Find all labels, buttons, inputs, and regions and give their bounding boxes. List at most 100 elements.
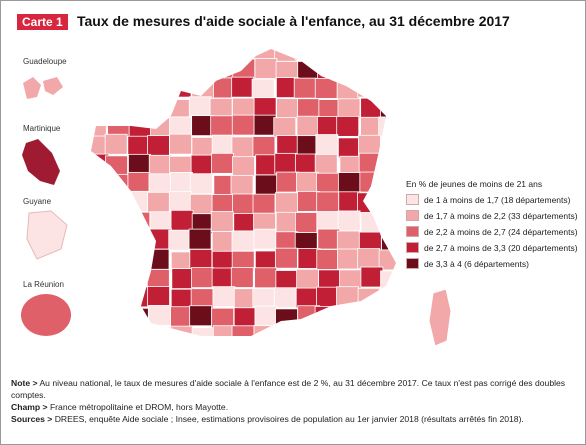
department xyxy=(231,230,255,252)
department xyxy=(315,134,339,155)
department xyxy=(104,133,128,155)
note-label: Champ > xyxy=(11,402,48,412)
department xyxy=(191,49,215,61)
department xyxy=(314,154,338,175)
department xyxy=(232,193,255,215)
department xyxy=(357,192,380,214)
department xyxy=(314,305,338,327)
badge: Carte 1 xyxy=(17,14,68,30)
department xyxy=(232,58,256,80)
department xyxy=(170,325,194,336)
department xyxy=(210,115,234,137)
department xyxy=(294,153,318,175)
department xyxy=(149,96,172,118)
department xyxy=(357,287,381,309)
department xyxy=(105,209,129,231)
legend-item: de 2,2 à moins de 2,7 (24 départements) xyxy=(406,226,578,237)
legend-title: En % de jeunes de moins de 21 ans xyxy=(406,179,543,189)
department xyxy=(296,115,320,137)
department xyxy=(381,136,396,157)
department xyxy=(167,49,191,62)
note-text: Au niveau national, le taux de mesures d… xyxy=(11,378,566,400)
department xyxy=(169,133,192,155)
department xyxy=(252,288,276,309)
map xyxy=(21,49,452,347)
department xyxy=(91,269,107,291)
martinique-shape xyxy=(22,139,60,185)
department xyxy=(129,78,152,100)
department xyxy=(125,307,149,329)
department xyxy=(107,97,131,119)
note-label: Note > xyxy=(11,378,38,388)
notes: Note > Au niveau national, le taux de me… xyxy=(11,377,577,425)
department xyxy=(377,78,396,100)
department xyxy=(231,325,255,336)
department xyxy=(91,211,107,233)
department xyxy=(378,61,396,83)
department xyxy=(296,268,320,290)
department xyxy=(128,116,152,138)
department xyxy=(147,191,170,213)
department xyxy=(315,324,339,336)
department xyxy=(359,171,383,193)
department xyxy=(336,49,360,61)
department xyxy=(316,116,340,137)
title: Taux de mesures d'aide sociale à l'enfan… xyxy=(77,13,510,29)
department xyxy=(337,137,361,159)
guadeloupe-shape xyxy=(23,77,63,99)
department xyxy=(316,191,340,213)
department xyxy=(337,248,360,270)
department xyxy=(253,325,277,336)
department xyxy=(336,308,360,329)
department xyxy=(297,98,321,120)
department xyxy=(360,212,384,233)
department xyxy=(357,248,381,269)
department xyxy=(91,97,109,119)
department xyxy=(317,228,341,250)
department xyxy=(211,267,235,289)
department xyxy=(296,171,319,193)
department xyxy=(148,305,172,326)
department xyxy=(381,229,396,251)
department xyxy=(276,98,299,120)
department xyxy=(188,228,212,250)
department xyxy=(295,287,319,309)
department xyxy=(231,76,255,98)
department xyxy=(147,286,170,307)
department xyxy=(211,307,235,329)
department xyxy=(191,267,214,288)
department xyxy=(230,267,254,288)
department xyxy=(125,286,149,308)
legend-item: de 2,7 à moins de 3,3 (20 départements) xyxy=(406,242,578,253)
department xyxy=(253,114,277,136)
department xyxy=(230,174,254,196)
department xyxy=(274,152,298,174)
department xyxy=(127,135,151,157)
department xyxy=(91,326,110,336)
department xyxy=(91,135,109,157)
department xyxy=(274,49,298,62)
department xyxy=(211,134,235,156)
department xyxy=(147,79,170,101)
department xyxy=(254,267,278,289)
department xyxy=(251,78,275,100)
department xyxy=(231,114,255,136)
department xyxy=(360,97,384,119)
reunion-shape xyxy=(21,294,71,336)
department xyxy=(358,49,381,61)
note: Sources > DREES, enquête Aide sociale ; … xyxy=(11,413,577,425)
department xyxy=(105,155,128,177)
department xyxy=(105,173,129,195)
department xyxy=(378,172,396,194)
legend-swatch xyxy=(406,194,419,205)
legend-label: de 1,7 à moins de 2,2 (33 départements) xyxy=(424,210,578,221)
department xyxy=(91,231,110,252)
department xyxy=(91,192,108,214)
department xyxy=(91,49,109,60)
legend-label: de 2,7 à moins de 3,3 (20 départements) xyxy=(424,242,578,253)
note: Note > Au niveau national, le taux de me… xyxy=(11,377,577,401)
department xyxy=(276,135,300,156)
department xyxy=(275,211,299,233)
department xyxy=(294,49,318,61)
